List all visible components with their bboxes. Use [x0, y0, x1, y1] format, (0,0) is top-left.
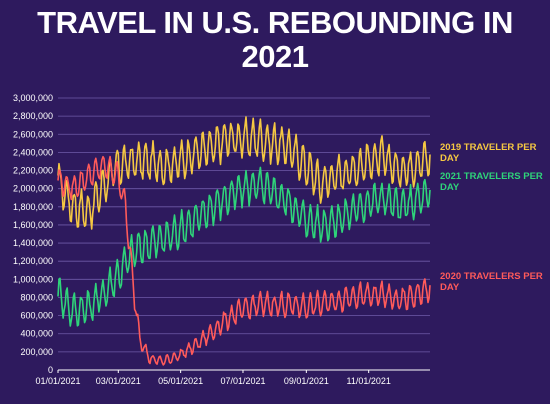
y-tick-label: 1,800,000	[13, 202, 53, 212]
series	[57, 116, 431, 366]
x-tick-label: 09/01/2021	[284, 376, 329, 386]
x-tick-label: 01/01/2021	[35, 376, 80, 386]
y-tick-label: 0	[48, 365, 53, 375]
series-line-0	[57, 116, 431, 230]
series-line-1	[57, 166, 431, 327]
legend-label-0: 2019 TRAVELER PER DAY	[440, 142, 537, 164]
legend-label-2: 2020 TRAVELERS PER DAY	[440, 271, 543, 293]
y-tick-label: 1,600,000	[13, 220, 53, 230]
y-tick-label: 400,000	[20, 329, 53, 339]
x-tick-label: 05/01/2021	[158, 376, 203, 386]
chart-title: TRAVEL IN U.S. REBOUNDING IN 2021	[37, 5, 513, 74]
y-tick-label: 3,000,000	[13, 93, 53, 103]
y-tick-label: 1,400,000	[13, 238, 53, 248]
y-tick-label: 2,000,000	[13, 184, 53, 194]
x-tick-label: 11/01/2021	[346, 376, 390, 386]
y-tick-label: 600,000	[20, 311, 53, 321]
x-axis: 01/01/2021 03/01/2021 05/01/2021 07/01/2021…	[35, 370, 391, 386]
x-tick-label: 07/01/2021	[220, 376, 265, 386]
x-tick-label: 03/01/2021	[96, 376, 141, 386]
y-tick-label: 800,000	[20, 292, 53, 302]
y-tick-label: 2,200,000	[13, 166, 53, 176]
y-tick-label: 1,200,000	[13, 256, 53, 266]
y-tick-label: 2,400,000	[13, 147, 53, 157]
y-axis: 0 200,000 400,000 600,000 800,000 1,000,000 1,…	[13, 93, 53, 375]
y-tick-label: 1,000,000	[13, 274, 53, 284]
legend-label-1: 2021 TRAVELERS PER DAY	[440, 171, 543, 193]
grid	[58, 97, 430, 371]
legend: 2019 TRAVELER PER DAY 2021 TRAVELERS PER DA…	[440, 142, 543, 293]
y-tick-label: 2,600,000	[13, 129, 53, 139]
y-tick-label: 2,800,000	[13, 111, 53, 121]
y-tick-label: 200,000	[20, 347, 53, 357]
series-line-2	[57, 155, 431, 366]
